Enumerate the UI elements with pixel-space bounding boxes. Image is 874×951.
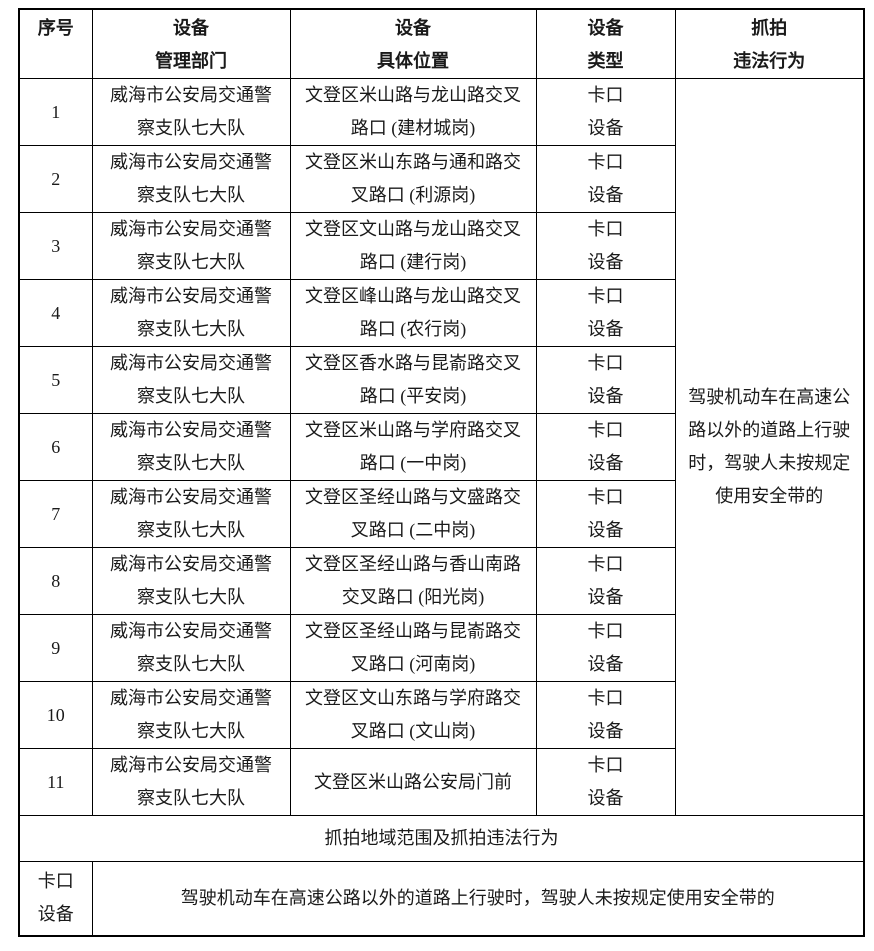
department-cell: 威海市公安局交通警 察支队七大队 [91,480,291,548]
table-row: 3 威海市公安局交通警 察支队七大队 文登区文山路与龙山路交叉 路口 (建行岗)… [18,212,864,280]
table-row: 8 威海市公安局交通警 察支队七大队 文登区圣经山路与香山南路 交叉路口 (阳光… [18,547,864,615]
location-cell: 文登区圣经山路与文盛路交 叉路口 (二中岗) [289,480,537,548]
serial-number-cell: 6 [18,413,93,481]
department-cell: 威海市公安局交通警 察支队七大队 [91,279,291,347]
device-type-cell: 卡口 设备 [535,346,676,414]
location-cell: 文登区香水路与昆嵛路交叉 路口 (平安岗) [289,346,537,414]
section-title-cell: 抓拍地域范围及抓拍违法行为 [18,815,865,862]
department-cell: 威海市公安局交通警 察支队七大队 [91,78,291,146]
table-row: 10 威海市公安局交通警 察支队七大队 文登区文山东路与学府路交 叉路口 (文山… [18,681,864,749]
location-cell: 文登区文山东路与学府路交 叉路口 (文山岗) [289,681,537,749]
location-cell: 文登区米山东路与通和路交 叉路口 (利源岗) [289,145,537,213]
device-type-cell: 卡口 设备 [535,212,676,280]
location-cell: 文登区圣经山路与昆嵛路交 叉路口 (河南岗) [289,614,537,682]
table-row: 1 威海市公安局交通警 察支队七大队 文登区米山路与龙山路交叉 路口 (建材城岗… [18,78,865,816]
serial-number-cell: 2 [18,145,93,213]
department-cell: 威海市公安局交通警 察支队七大队 [91,748,291,816]
location-cell: 文登区米山路与龙山路交叉 路口 (建材城岗) [289,78,537,146]
serial-number-cell: 8 [18,547,93,615]
footer-device-type-cell: 卡口 设备 [18,861,93,936]
location-cell: 文登区米山路公安局门前 [289,748,537,816]
device-type-cell: 卡口 设备 [535,413,676,481]
device-type-cell: 卡口 设备 [535,748,676,816]
department-cell: 威海市公安局交通警 察支队七大队 [91,145,291,213]
table-row: 6 威海市公安局交通警 察支队七大队 文登区米山路与学府路交叉 路口 (一中岗)… [18,413,864,481]
section-title-row: 抓拍地域范围及抓拍违法行为 [18,815,865,862]
header-row: 序号 设备 管理部门 设备 具体位置 设备 类型 抓拍 违法行为 [18,8,865,79]
serial-number-cell: 3 [18,212,93,280]
serial-number-cell: 5 [18,346,93,414]
header-device-type: 设备 类型 [535,8,676,79]
violation-merged-cell: 驾驶机动车在高速公 路以外的道路上行驶 时，驾驶人未按规定 使用安全带的 [674,78,865,816]
footer-violation-cell: 驾驶机动车在高速公路以外的道路上行驶时，驾驶人未按规定使用安全带的 [91,861,865,936]
device-type-cell: 卡口 设备 [535,681,676,749]
location-cell: 文登区峰山路与龙山路交叉 路口 (农行岗) [289,279,537,347]
department-cell: 威海市公安局交通警 察支队七大队 [91,413,291,481]
header-device-department: 设备 管理部门 [91,8,291,79]
department-cell: 威海市公安局交通警 察支队七大队 [91,346,291,414]
device-type-cell: 卡口 设备 [535,614,676,682]
table-row: 4 威海市公安局交通警 察支队七大队 文登区峰山路与龙山路交叉 路口 (农行岗)… [18,279,864,347]
serial-number-cell: 7 [18,480,93,548]
serial-number-cell: 10 [18,681,93,749]
surveillance-device-table: 序号 设备 管理部门 设备 具体位置 设备 类型 抓拍 违法行为 1 威海市公安… [18,8,865,937]
device-type-cell: 卡口 设备 [535,547,676,615]
footer-row: 卡口 设备 驾驶机动车在高速公路以外的道路上行驶时，驾驶人未按规定使用安全带的 [18,861,865,936]
serial-number-cell: 9 [18,614,93,682]
table-row: 7 威海市公安局交通警 察支队七大队 文登区圣经山路与文盛路交 叉路口 (二中岗… [18,480,864,548]
location-cell: 文登区米山路与学府路交叉 路口 (一中岗) [289,413,537,481]
department-cell: 威海市公安局交通警 察支队七大队 [91,212,291,280]
serial-number-cell: 1 [18,78,93,146]
device-type-cell: 卡口 设备 [535,480,676,548]
location-cell: 文登区圣经山路与香山南路 交叉路口 (阳光岗) [289,547,537,615]
device-type-cell: 卡口 设备 [535,279,676,347]
header-device-location: 设备 具体位置 [289,8,537,79]
department-cell: 威海市公安局交通警 察支队七大队 [91,614,291,682]
table-row: 9 威海市公安局交通警 察支队七大队 文登区圣经山路与昆嵛路交 叉路口 (河南岗… [18,614,864,682]
serial-number-cell: 11 [18,748,93,816]
table-row: 5 威海市公安局交通警 察支队七大队 文登区香水路与昆嵛路交叉 路口 (平安岗)… [18,346,864,414]
location-cell: 文登区文山路与龙山路交叉 路口 (建行岗) [289,212,537,280]
department-cell: 威海市公安局交通警 察支队七大队 [91,681,291,749]
header-serial-number: 序号 [18,8,93,79]
serial-number-cell: 4 [18,279,93,347]
device-type-cell: 卡口 设备 [535,78,676,146]
department-cell: 威海市公安局交通警 察支队七大队 [91,547,291,615]
table-row: 2 威海市公安局交通警 察支队七大队 文登区米山东路与通和路交 叉路口 (利源岗… [18,145,864,213]
header-captured-violation: 抓拍 违法行为 [674,8,865,79]
device-type-cell: 卡口 设备 [535,145,676,213]
